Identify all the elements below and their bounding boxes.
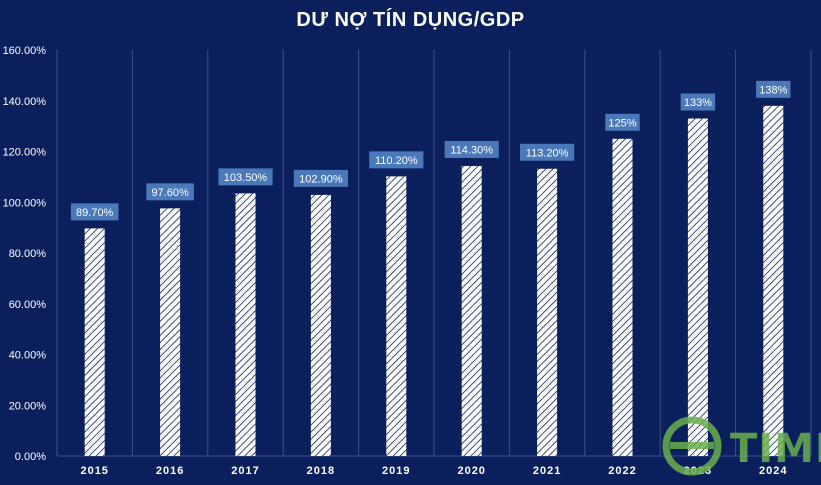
data-label: 103.50%	[224, 172, 268, 184]
bar-2019	[386, 176, 407, 456]
label-layer: 89.70% 97.60% 103.50% 102.90% 110.20% 114.30%…	[70, 80, 791, 221]
bar-2016	[160, 208, 181, 456]
watermark-e-icon	[662, 416, 722, 476]
y-tick-label: 0.00%	[15, 451, 46, 463]
data-label-box	[520, 143, 575, 161]
y-tick-label: 160.00%	[3, 45, 47, 57]
y-tick-label: 140.00%	[3, 96, 47, 108]
data-label: 97.60%	[151, 187, 189, 199]
watermark-logo: TIME	[656, 412, 821, 480]
y-tick-label: 60.00%	[9, 299, 47, 311]
data-label-box	[680, 93, 716, 111]
x-tick-label: 2020	[457, 465, 485, 477]
data-label-box	[605, 113, 640, 131]
data-label: 138%	[759, 84, 787, 96]
chart-title: DƯ NỢ TÍN DỤNG/GDP	[296, 9, 525, 31]
bar-2015	[84, 228, 105, 456]
bar-2022	[612, 138, 633, 456]
data-label: 113.20%	[526, 147, 569, 159]
y-tick-label: 80.00%	[9, 248, 47, 260]
data-label-box	[756, 80, 791, 98]
x-tick-label: 2019	[382, 465, 410, 477]
data-label: 114.30%	[450, 144, 493, 156]
data-label-box	[70, 203, 119, 221]
x-tick-label: 2021	[533, 465, 561, 477]
data-label-box	[293, 169, 348, 187]
data-label: 102.90%	[299, 173, 343, 185]
y-tick-label: 40.00%	[9, 350, 47, 362]
x-tick-label: 2024	[759, 465, 787, 477]
x-tick-label: 2018	[307, 465, 335, 477]
bar-2018	[310, 194, 331, 457]
data-label-box	[369, 151, 424, 169]
bar-2021	[537, 168, 558, 456]
x-tick-label: 2016	[156, 465, 184, 477]
x-tick-label: 2015	[80, 465, 108, 477]
y-tick-label: 20.00%	[9, 400, 47, 412]
bar-2017	[235, 193, 256, 456]
bar-2024	[763, 105, 784, 456]
data-label-box	[218, 168, 273, 186]
data-label: 89.70%	[76, 207, 114, 219]
axis-layer: 0.00% 20.00% 40.00% 60.00% 80.00% 100.00% 120.…	[3, 45, 787, 477]
data-label: 110.20%	[375, 155, 418, 167]
y-tick-label: 120.00%	[3, 147, 47, 159]
y-tick-label: 100.00%	[3, 197, 47, 209]
x-tick-label: 2022	[608, 465, 636, 477]
data-label: 133%	[684, 97, 712, 109]
watermark-text: TIME	[730, 426, 821, 472]
data-label-box	[444, 140, 499, 158]
data-label: 125%	[608, 117, 636, 129]
grid-layer	[56, 50, 812, 457]
bar-layer	[84, 105, 784, 457]
bar-2023	[687, 118, 708, 456]
x-tick-label: 2017	[231, 465, 259, 477]
data-label-box	[146, 183, 194, 201]
bar-2020	[461, 165, 482, 456]
